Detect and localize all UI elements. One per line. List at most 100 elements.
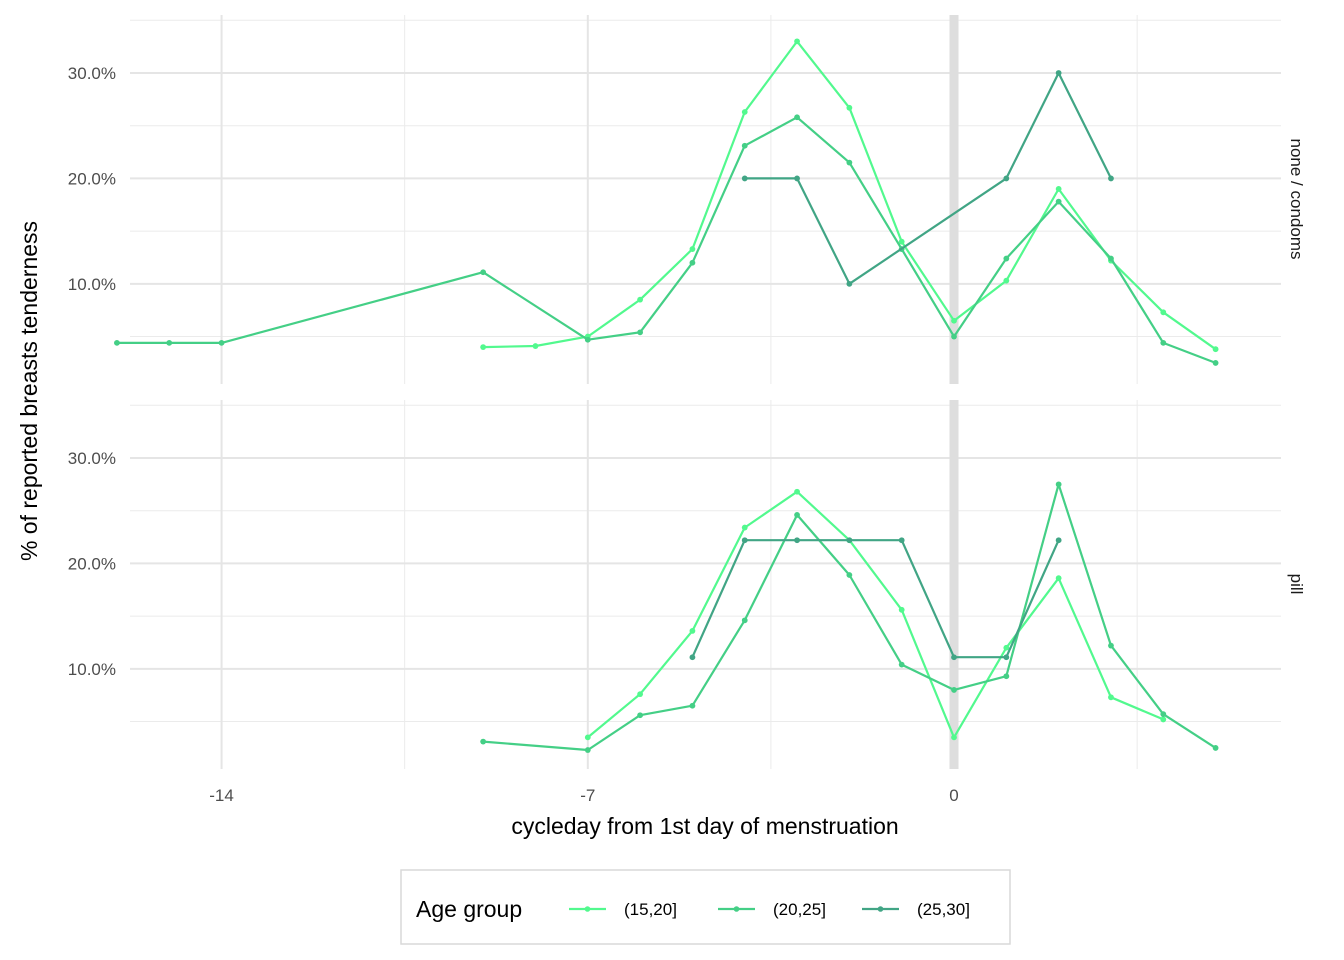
data-point-15-20: [794, 38, 800, 45]
legend-swatch-point-25-30: [877, 906, 884, 912]
legend-key-25-30: (25,30]: [862, 900, 970, 919]
data-point-20-25: [794, 114, 800, 121]
y-tick-label: 10.0%: [68, 275, 116, 294]
x-tick-label: -14: [209, 786, 234, 805]
data-point-15-20: [1108, 694, 1114, 701]
series-line-15-20: [587, 490, 1164, 739]
data-point-15-20: [1160, 716, 1167, 723]
data-point-15-20: [794, 488, 800, 495]
data-point-20-25: [584, 747, 591, 753]
legend-label-15-20: (15,20]: [624, 900, 677, 919]
data-point-20-25: [480, 269, 487, 276]
series-line-25-30: [691, 539, 1060, 659]
data-point-20-25: [218, 339, 225, 346]
series-line-15-20: [483, 40, 1217, 351]
data-point-20-25: [1055, 198, 1062, 205]
data-point-15-20: [951, 317, 957, 324]
y-tick-label: 20.0%: [68, 169, 116, 188]
strip-label-pill: pill: [1287, 574, 1306, 595]
data-point-25-30: [794, 537, 800, 544]
data-point-25-30: [1108, 175, 1114, 182]
data-point-20-25: [1003, 673, 1010, 680]
data-point-20-25: [480, 738, 487, 745]
data-point-25-30: [1055, 70, 1062, 76]
series-20-25: [114, 114, 1219, 366]
data-point-20-25: [1055, 481, 1062, 488]
data-point-25-30: [1003, 654, 1010, 661]
legend-label-25-30: (25,30]: [917, 900, 970, 919]
data-point-20-25: [741, 142, 748, 149]
series-line-20-25: [483, 483, 1217, 752]
data-point-20-25: [166, 339, 173, 346]
data-point-15-20: [480, 344, 487, 350]
data-point-25-30: [741, 175, 748, 182]
data-point-20-25: [898, 661, 905, 668]
data-point-15-20: [741, 109, 748, 115]
y-tick-label: 20.0%: [68, 554, 116, 573]
data-point-20-25: [1160, 711, 1167, 718]
strip-label-none-condoms: none / condoms: [1287, 139, 1306, 260]
data-point-20-25: [637, 329, 644, 336]
series-15-20: [584, 488, 1167, 741]
data-point-20-25: [1160, 339, 1167, 346]
data-point-20-25: [951, 333, 957, 340]
y-tick-label: 30.0%: [68, 449, 116, 468]
data-point-15-20: [898, 238, 905, 245]
series-line-25-30: [744, 71, 1112, 285]
data-point-20-25: [584, 336, 591, 343]
data-point-25-30: [951, 654, 957, 661]
data-point-15-20: [846, 104, 853, 111]
data-point-20-25: [689, 259, 696, 266]
legend-key-20-25: (20,25]: [718, 900, 826, 919]
data-point-25-30: [689, 654, 696, 661]
series-15-20: [480, 38, 1219, 353]
series-25-30: [741, 70, 1114, 287]
data-point-15-20: [1160, 309, 1167, 316]
legend-swatch-point-20-25: [733, 906, 740, 912]
series-20-25: [480, 481, 1219, 753]
data-point-15-20: [951, 734, 957, 741]
data-point-25-30: [846, 280, 853, 287]
x-axis-ticks: -14 -7 0: [209, 786, 958, 805]
legend-label-20-25: (20,25]: [773, 900, 826, 919]
data-point-20-25: [1212, 360, 1219, 366]
data-point-25-30: [1055, 537, 1062, 544]
data-point-25-30: [741, 537, 748, 544]
legend-title: Age group: [416, 896, 522, 922]
data-point-15-20: [741, 524, 748, 531]
y-axis-title: % of reported breasts tenderness: [16, 221, 42, 561]
data-point-15-20: [637, 691, 644, 698]
data-point-20-25: [637, 712, 644, 719]
data-point-20-25: [1108, 642, 1114, 649]
data-point-20-25: [1212, 745, 1219, 751]
data-point-15-20: [1003, 644, 1010, 651]
data-point-20-25: [114, 339, 120, 346]
data-point-15-20: [1055, 575, 1062, 582]
data-point-20-25: [846, 159, 853, 166]
data-point-15-20: [689, 627, 696, 634]
legend-box: [400, 869, 1011, 945]
data-point-20-25: [794, 512, 800, 518]
data-point-20-25: [951, 687, 957, 693]
panel-none-condoms: 10.0% 20.0% 30.0% none / condoms: [68, 15, 1306, 384]
data-point-15-20: [532, 343, 539, 349]
data-point-25-30: [898, 537, 905, 544]
y-tick-label: 30.0%: [68, 64, 116, 83]
x-tick-label: 0: [949, 786, 958, 805]
data-point-25-30: [846, 537, 853, 544]
data-point-15-20: [1055, 186, 1062, 192]
data-point-20-25: [846, 572, 853, 578]
data-point-15-20: [637, 296, 644, 303]
panel-pill: 10.0% 20.0% 30.0% pill: [68, 400, 1306, 769]
data-point-15-20: [898, 606, 905, 613]
data-point-20-25: [1108, 255, 1114, 262]
data-point-15-20: [1212, 346, 1219, 353]
series-line-20-25: [116, 116, 1216, 364]
data-point-25-30: [794, 175, 800, 182]
data-point-20-25: [1003, 255, 1010, 262]
data-point-15-20: [584, 734, 591, 741]
data-point-25-30: [1003, 175, 1010, 182]
x-tick-label: -7: [580, 786, 595, 805]
legend-swatch-point-15-20: [584, 906, 591, 912]
